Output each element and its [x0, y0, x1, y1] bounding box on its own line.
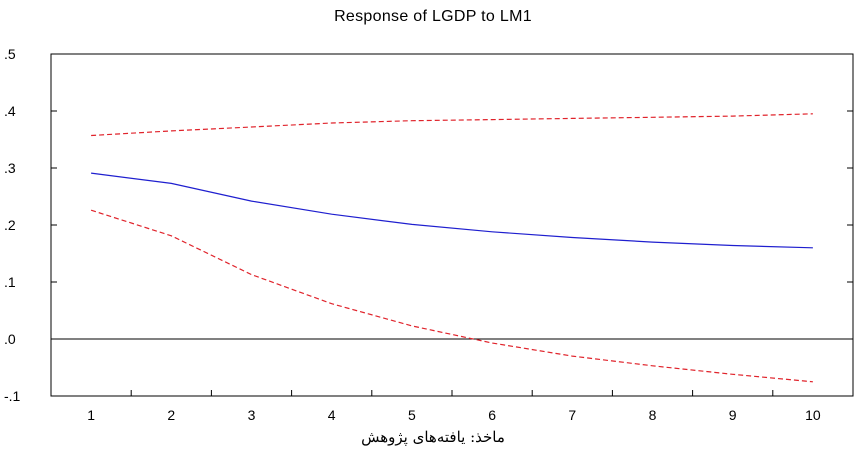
x-tick-label: 7 — [568, 407, 576, 423]
x-tick-label: 3 — [248, 407, 256, 423]
y-tick-label: .3 — [4, 160, 16, 176]
x-tick-label: 10 — [805, 407, 821, 423]
series-line-1 — [91, 172, 813, 249]
y-tick-label: .4 — [4, 103, 16, 119]
x-tick-label: 2 — [167, 407, 175, 423]
x-tick-label: 8 — [649, 407, 657, 423]
series-line-3 — [90, 209, 813, 383]
x-tick-label: 1 — [87, 407, 95, 423]
series-line-2 — [91, 113, 813, 137]
plot-frame — [50, 53, 854, 397]
y-tick-label: .5 — [4, 46, 16, 62]
y-tick-label: .2 — [4, 217, 16, 233]
x-tick-label: 6 — [488, 407, 496, 423]
x-tick-label: 4 — [328, 407, 336, 423]
x-tick-label: 5 — [408, 407, 416, 423]
y-tick-label: .0 — [4, 331, 16, 347]
chart-title: Response of LGDP to LM1 — [334, 8, 532, 25]
y-tick-label: .1 — [4, 274, 16, 290]
source-note: ماخذ: یافته‌های پژوهش — [361, 428, 505, 446]
y-tick-label: -.1 — [4, 388, 21, 404]
x-tick-label: 9 — [729, 407, 737, 423]
